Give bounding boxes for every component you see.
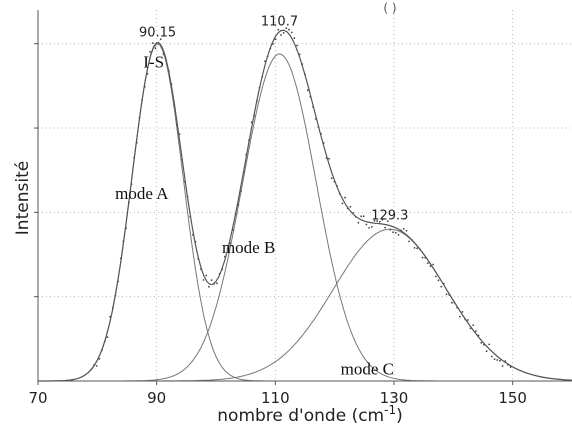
x-tick-labels: 70 90 110 130 150 bbox=[28, 389, 527, 407]
data-point-126 bbox=[426, 262, 429, 264]
data-point-103 bbox=[365, 223, 368, 226]
annotation-mode-a: mode A bbox=[115, 184, 169, 203]
x-tick-label-1: 90 bbox=[147, 389, 166, 407]
data-point-143 bbox=[472, 324, 475, 326]
data-point-139 bbox=[461, 311, 464, 313]
data-point-119 bbox=[408, 240, 410, 243]
data-point-127 bbox=[429, 265, 432, 268]
data-point-95 bbox=[344, 196, 346, 199]
data-point-133 bbox=[445, 293, 448, 296]
data-point-111 bbox=[386, 220, 389, 223]
data-point-81 bbox=[306, 89, 309, 92]
data-point-109 bbox=[381, 218, 384, 221]
data-point-128 bbox=[432, 263, 435, 266]
data-point-150 bbox=[491, 355, 493, 358]
data-point-3 bbox=[98, 358, 101, 360]
data-point-146 bbox=[480, 342, 483, 344]
data-point-42 bbox=[202, 279, 205, 281]
data-point-110 bbox=[384, 226, 386, 229]
data-point-135 bbox=[451, 301, 453, 304]
annotations: I-S mode A mode B mode C bbox=[115, 52, 394, 378]
peak-label-1: 110.7 bbox=[261, 15, 298, 30]
data-point-45 bbox=[210, 279, 213, 281]
data-point-69 bbox=[274, 38, 277, 41]
data-point-70 bbox=[277, 28, 280, 31]
data-point-71 bbox=[280, 34, 282, 36]
data-point-121 bbox=[413, 247, 416, 249]
data-point-101 bbox=[360, 215, 362, 218]
data-point-106 bbox=[373, 219, 376, 222]
annotation-mode-b: mode B bbox=[222, 238, 275, 257]
x-axis-title: nombre d'onde (cm-1) bbox=[217, 403, 402, 426]
data-point-138 bbox=[459, 315, 461, 318]
data-point-22 bbox=[149, 50, 152, 53]
data-point-108 bbox=[378, 220, 381, 223]
data-point-2 bbox=[95, 365, 98, 367]
data-point-74 bbox=[288, 28, 290, 31]
data-point-153 bbox=[499, 359, 501, 362]
data-point-24 bbox=[154, 47, 157, 50]
data-point-122 bbox=[416, 247, 418, 250]
data-point-131 bbox=[440, 285, 443, 288]
data-point-75 bbox=[290, 31, 293, 34]
total-fit-curve bbox=[38, 29, 572, 382]
data-point-43 bbox=[205, 274, 208, 277]
peak-label-0: 90.15 bbox=[139, 25, 176, 40]
data-point-90 bbox=[330, 177, 333, 180]
data-point-89 bbox=[328, 157, 330, 160]
data-point-105 bbox=[370, 225, 373, 228]
data-point-26 bbox=[159, 38, 162, 41]
data-point-129 bbox=[434, 275, 437, 278]
axes bbox=[34, 10, 572, 385]
top-fragment-text: ( ) bbox=[383, 1, 396, 15]
data-point-154 bbox=[501, 365, 504, 367]
data-point-100 bbox=[357, 221, 360, 224]
data-point-141 bbox=[467, 319, 469, 321]
data-point-117 bbox=[402, 227, 405, 230]
x-tick-label-0: 70 bbox=[28, 389, 47, 407]
annotation-i-s: I-S bbox=[143, 52, 164, 71]
x-axis-title-suffix: ) bbox=[396, 406, 403, 426]
data-point-118 bbox=[405, 229, 408, 232]
data-point-113 bbox=[392, 231, 394, 234]
data-point-77 bbox=[296, 44, 298, 47]
data-point-130 bbox=[437, 279, 440, 282]
data-point-23 bbox=[151, 42, 154, 44]
x-tick-label-2: 110 bbox=[261, 389, 290, 407]
x-tick-label-3: 130 bbox=[380, 389, 409, 407]
x-axis-title-superscript: -1 bbox=[384, 403, 396, 417]
data-point-104 bbox=[368, 227, 370, 229]
y-axis-title: Intensité bbox=[13, 161, 33, 235]
x-tick-label-4: 150 bbox=[498, 389, 527, 407]
data-point-47 bbox=[216, 282, 218, 285]
data-point-44 bbox=[208, 285, 210, 288]
data-point-151 bbox=[493, 358, 496, 360]
data-point-6 bbox=[106, 336, 109, 338]
data-point-114 bbox=[394, 231, 397, 234]
data-point-73 bbox=[285, 27, 288, 30]
data-point-94 bbox=[341, 202, 344, 205]
data-point-107 bbox=[376, 220, 378, 222]
data-point-102 bbox=[362, 215, 365, 218]
data-point-72 bbox=[282, 32, 285, 34]
data-point-76 bbox=[293, 37, 296, 40]
data-point-152 bbox=[496, 359, 499, 361]
peak-labels: 90.15 110.7 129.3 bbox=[139, 15, 409, 224]
data-point-112 bbox=[389, 228, 392, 231]
data-point-97 bbox=[349, 205, 352, 208]
data-point-115 bbox=[397, 234, 400, 236]
data-point-148 bbox=[485, 350, 488, 353]
peak-label-2: 129.3 bbox=[371, 209, 408, 224]
data-point-149 bbox=[488, 343, 491, 346]
data-point-124 bbox=[421, 256, 424, 259]
x-axis-title-main: nombre d'onde (cm bbox=[217, 406, 384, 426]
annotation-mode-c: mode C bbox=[341, 359, 394, 378]
data-point-144 bbox=[475, 330, 477, 332]
